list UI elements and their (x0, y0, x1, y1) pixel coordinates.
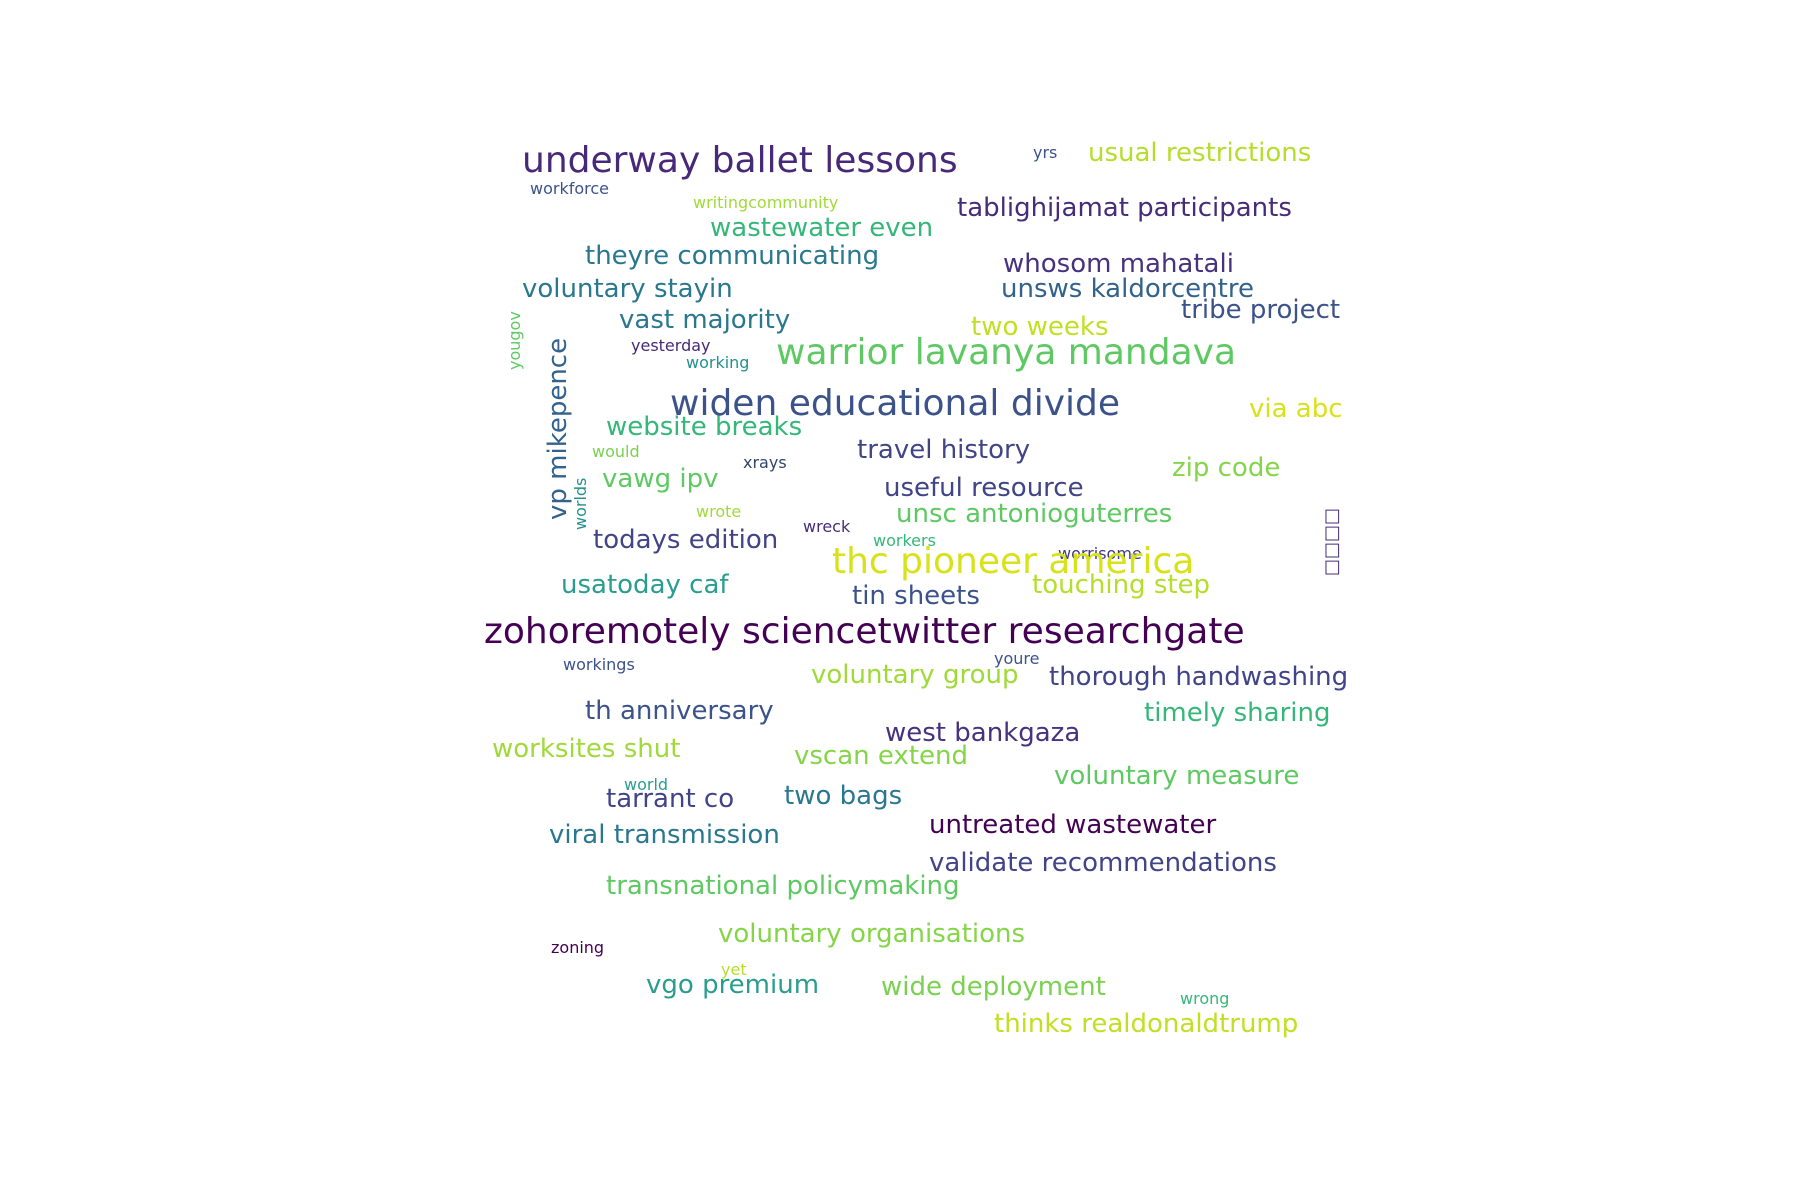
word-cloud-term: th anniversary (585, 696, 774, 726)
word-cloud-term: vgo premium (646, 970, 820, 1000)
word-cloud-term: widen educational divide (670, 383, 1120, 424)
word-cloud-term: via abc (1249, 394, 1343, 424)
word-cloud-term: tarrant co (606, 784, 735, 814)
word-cloud-term: workers (873, 531, 936, 550)
word-cloud-term: tin sheets (852, 581, 980, 611)
word-cloud-term: untreated wastewater (929, 810, 1217, 840)
word-cloud-term: vawg ipv (602, 464, 719, 494)
word-cloud-term: touching step (1032, 570, 1211, 600)
word-cloud-term: zoning (551, 938, 605, 957)
word-cloud-term: validate recommendations (929, 848, 1277, 878)
word-cloud-term: writingcommunity (693, 193, 839, 212)
word-cloud-term: wrong (1180, 989, 1230, 1008)
word-cloud-term: voluntary group (811, 660, 1019, 690)
word-cloud-term: thorough handwashing (1049, 662, 1349, 692)
word-cloud-term: tribe project (1181, 295, 1341, 325)
word-cloud-term: youre (994, 649, 1040, 668)
word-cloud-term: vast majority (619, 305, 791, 335)
word-cloud-term: tablighijamat participants (957, 193, 1292, 223)
word-cloud-term: voluntary organisations (718, 919, 1026, 949)
word-cloud-term: zohoremotely sciencetwitter researchgate (484, 611, 1245, 652)
word-cloud-term: working (686, 353, 750, 372)
word-cloud-term: workings (563, 655, 635, 674)
word-cloud-term: xrays (743, 453, 787, 472)
word-cloud-term: website breaks (606, 412, 803, 442)
word-cloud-term: transnational policymaking (606, 871, 960, 901)
word-cloud-term: worksites shut (492, 734, 681, 764)
word-cloud-term: two bags (784, 781, 903, 811)
word-cloud-term: usual restrictions (1088, 138, 1312, 168)
word-cloud-term: whosom mahatali (1003, 249, 1234, 279)
word-cloud-term: wrote (696, 502, 742, 521)
word-cloud-term: yesterday (631, 336, 711, 355)
word-cloud-term: warrior lavanya mandava (776, 332, 1237, 373)
word-cloud-term: vscan extend (794, 741, 969, 771)
word-cloud-term: thinks realdonaldtrump (994, 1009, 1299, 1039)
word-cloud-term: yet (721, 960, 747, 979)
word-cloud-term: □□□□ (1321, 507, 1342, 576)
word-cloud-term: zip code (1172, 453, 1281, 483)
word-cloud-term: viral transmission (549, 820, 780, 850)
word-cloud-term: voluntary measure (1054, 761, 1300, 791)
word-cloud-term: thc pioneer america (832, 541, 1195, 582)
word-cloud-term: two weeks (971, 312, 1109, 342)
word-cloud-term: useful resource (884, 473, 1084, 503)
word-cloud-term: theyre communicating (585, 241, 880, 271)
word-cloud-term: travel history (857, 435, 1031, 465)
word-cloud-term: worlds (571, 477, 590, 530)
word-cloud-term: workforce (530, 179, 610, 198)
word-cloud-term: vp mikepence (543, 337, 573, 520)
word-cloud-term: yougov (505, 311, 524, 370)
word-cloud-term: wide deployment (881, 972, 1106, 1002)
word-cloud-term: voluntary stayin (522, 274, 733, 304)
word-cloud-term: worrisome (1058, 544, 1142, 563)
word-cloud-term: unsc antonioguterres (896, 499, 1173, 529)
word-cloud-term: underway ballet lessons (522, 140, 958, 181)
word-cloud-term: wreck (803, 517, 851, 536)
word-cloud-term: timely sharing (1144, 698, 1331, 728)
word-cloud-term: unsws kaldorcentre (1001, 274, 1254, 304)
word-cloud-term: west bankgaza (885, 718, 1081, 748)
word-cloud-term: yrs (1033, 143, 1058, 162)
word-cloud-term: would (592, 442, 640, 461)
word-cloud-term: wastewater even (710, 213, 934, 243)
word-cloud-term: todays edition (593, 525, 779, 555)
word-cloud-term: usatoday caf (561, 570, 729, 600)
word-cloud-term: world (624, 775, 669, 794)
